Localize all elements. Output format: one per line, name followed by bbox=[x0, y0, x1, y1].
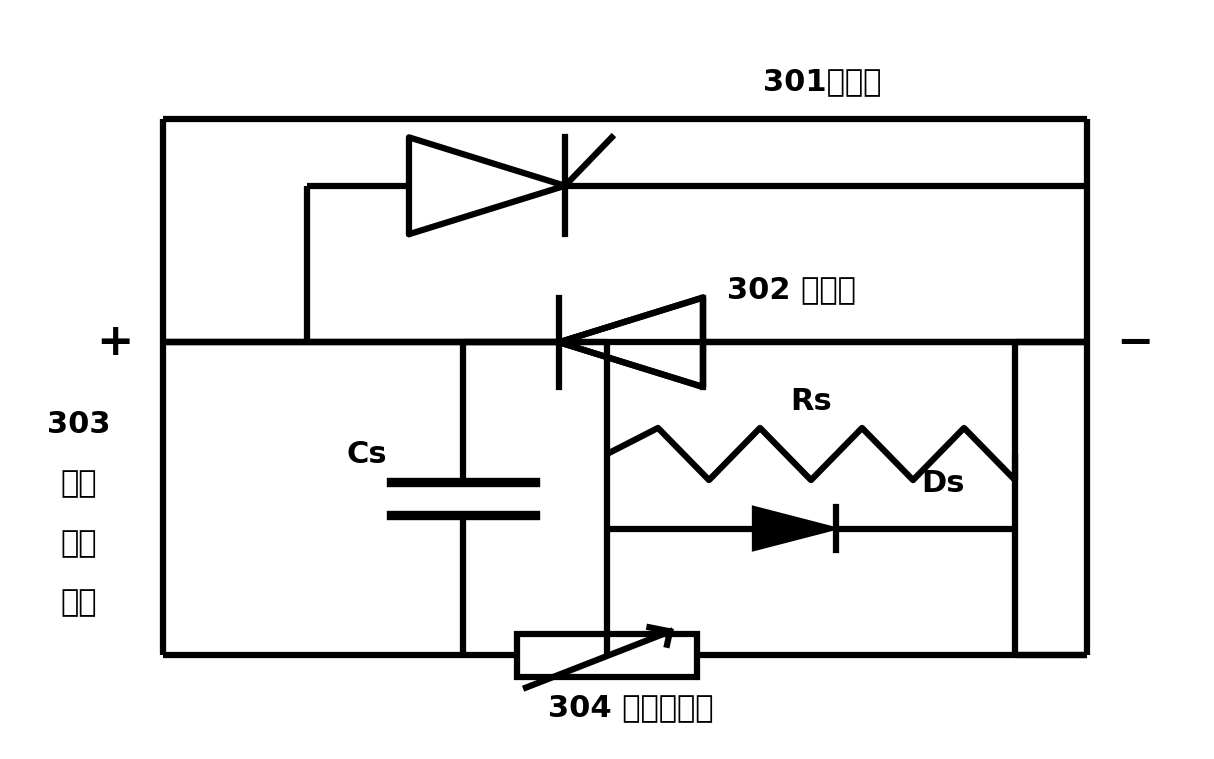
Text: 302 二极管: 302 二极管 bbox=[727, 276, 856, 304]
Text: 304 限压避雷器: 304 限压避雷器 bbox=[549, 693, 714, 722]
Text: +: + bbox=[96, 321, 134, 364]
Text: 电路: 电路 bbox=[61, 588, 97, 618]
Text: Cs: Cs bbox=[347, 439, 387, 468]
Text: Rs: Rs bbox=[790, 387, 832, 417]
Text: 缓冲: 缓冲 bbox=[61, 469, 97, 499]
Text: Ds: Ds bbox=[921, 469, 965, 499]
Text: 301晶闸管: 301晶闸管 bbox=[764, 67, 881, 96]
Text: −: − bbox=[1117, 321, 1153, 364]
Text: 303: 303 bbox=[47, 410, 110, 439]
Polygon shape bbox=[754, 507, 835, 550]
Text: 吸收: 吸收 bbox=[61, 529, 97, 558]
